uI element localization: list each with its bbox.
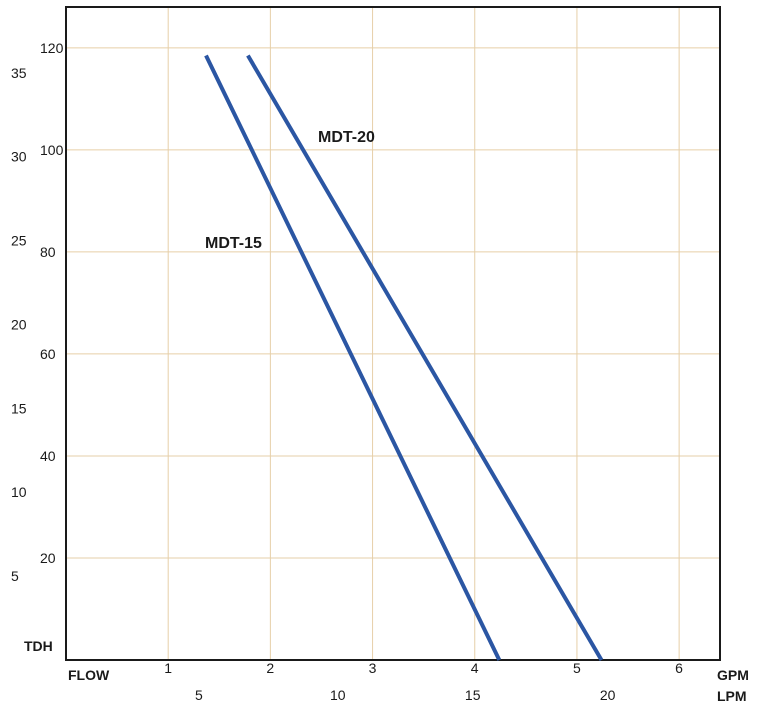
x-tick-label-gpm: 5 [573,660,581,676]
y-secondary-tick-label: 10 [11,484,27,500]
x-tick-label-gpm: 2 [266,660,274,676]
x-tick-label-lpm: 10 [330,687,346,703]
y-secondary-tick-label: 5 [11,568,19,584]
series-lines [204,54,604,662]
y-tick-label: 20 [40,550,56,566]
x-tick-label-lpm: 15 [465,687,481,703]
x-axis-label: FLOW [68,667,110,683]
x-tick-label-lpm: 5 [195,687,203,703]
x-tick-label-gpm: 3 [369,660,377,676]
x-axis-gpm-tick-labels: 1 2 3 4 5 6 [164,660,683,676]
y-secondary-tick-label: 15 [11,400,27,416]
gpm-unit-label: GPM [717,667,749,683]
series-line-mdt-20 [246,54,604,662]
y-tick-label: 80 [40,244,56,260]
y-tick-label: 120 [40,40,64,56]
series-line-mdt-15 [204,54,502,661]
y-axis-label: TDH [24,638,53,654]
lpm-unit-label: LPM [717,688,747,704]
series-label-mdt-15: MDT-15 [205,235,262,252]
series-label-mdt-20: MDT-20 [318,129,375,146]
x-tick-label-gpm: 6 [675,660,683,676]
y-secondary-tick-label: 30 [11,149,27,165]
y-tick-label: 100 [40,142,64,158]
y-secondary-tick-label: 20 [11,316,27,332]
y-tick-label: 40 [40,448,56,464]
y-tick-label: 60 [40,346,56,362]
plot-frame [65,6,721,661]
y-axis-tick-labels: 20 40 60 80 100 120 [40,40,64,566]
y-secondary-tick-label: 35 [11,65,27,81]
y-secondary-tick-labels: 5 10 15 20 25 30 35 [11,65,27,584]
x-tick-label-gpm: 4 [471,660,479,676]
x-tick-label-gpm: 1 [164,660,172,676]
y-secondary-tick-label: 25 [11,233,27,249]
x-axis-lpm-tick-labels: 5 10 15 20 [195,687,616,703]
x-tick-label-lpm: 20 [600,687,616,703]
grid-lines [66,7,720,660]
